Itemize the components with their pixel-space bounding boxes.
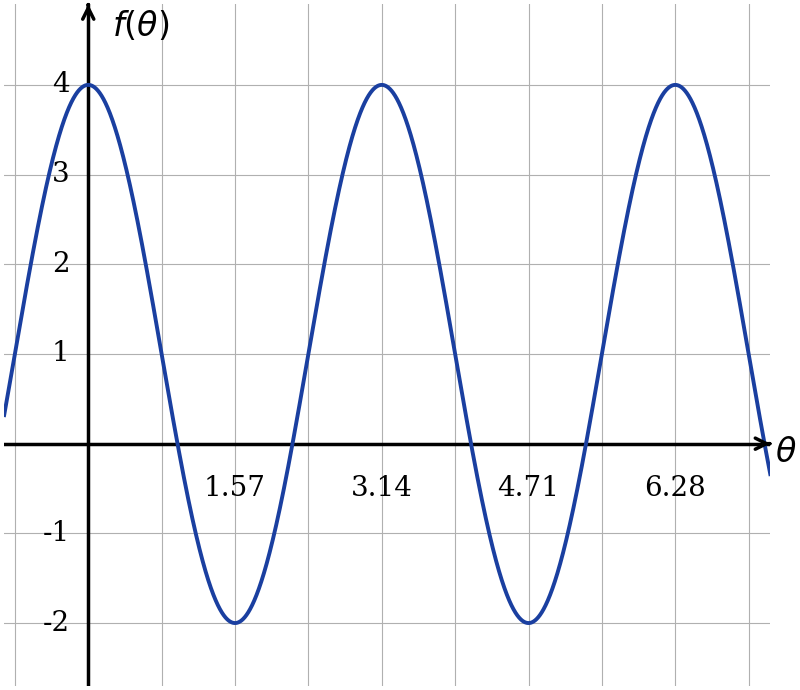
Text: 4.71: 4.71 (498, 475, 559, 502)
Text: 3: 3 (52, 161, 70, 188)
Text: $f(\theta)$: $f(\theta)$ (112, 9, 169, 43)
Text: 2: 2 (52, 250, 70, 278)
Text: 4: 4 (52, 71, 70, 99)
Text: 3.14: 3.14 (351, 475, 413, 502)
Text: $\theta$: $\theta$ (775, 437, 797, 469)
Text: 1: 1 (52, 340, 70, 368)
Text: -1: -1 (42, 520, 70, 547)
Text: 6.28: 6.28 (644, 475, 706, 502)
Text: -2: -2 (42, 609, 70, 637)
Text: 1.57: 1.57 (204, 475, 266, 502)
